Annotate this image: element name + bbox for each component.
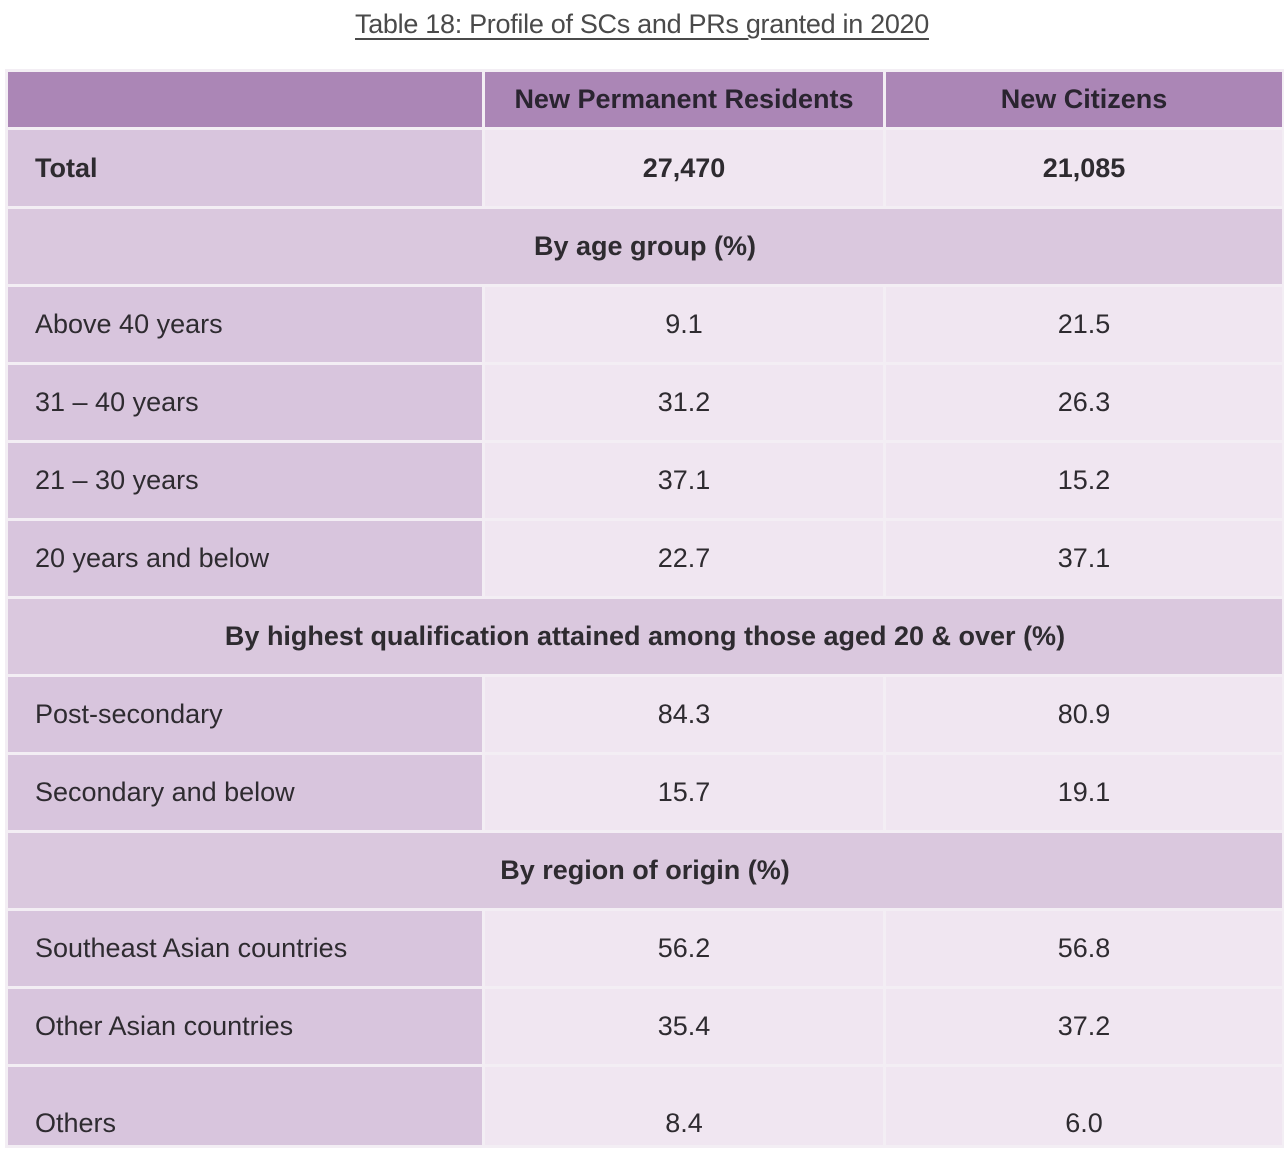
row-label: Total [5, 127, 485, 209]
sc-value: 37.2 [883, 986, 1284, 1067]
sc-value: 21.5 [883, 284, 1284, 365]
section-heading-row: By highest qualification attained among … [5, 596, 1284, 677]
row-label: 20 years and below [5, 518, 485, 599]
table-row: 21 – 30 years 37.1 15.2 [5, 440, 1284, 521]
row-label: Others [5, 1064, 485, 1148]
table-row: 20 years and below 22.7 37.1 [5, 518, 1284, 599]
header-new-citizens: New Citizens [883, 69, 1284, 130]
pr-value: 9.1 [482, 284, 886, 365]
pr-value: 56.2 [482, 908, 886, 989]
sc-value: 15.2 [883, 440, 1284, 521]
row-label: Southeast Asian countries [5, 908, 485, 989]
table-row: Post-secondary 84.3 80.9 [5, 674, 1284, 755]
row-label: 21 – 30 years [5, 440, 485, 521]
total-row: Total 27,470 21,085 [5, 127, 1284, 209]
table-header-row: New Permanent Residents New Citizens [5, 69, 1284, 130]
section-heading-row: By age group (%) [5, 206, 1284, 287]
section-heading-row: By region of origin (%) [5, 830, 1284, 911]
sc-value: 6.0 [883, 1064, 1284, 1148]
pr-value: 84.3 [482, 674, 886, 755]
pr-value: 37.1 [482, 440, 886, 521]
table-row: Others 8.4 6.0 [5, 1064, 1284, 1148]
pr-value: 35.4 [482, 986, 886, 1067]
row-label: Secondary and below [5, 752, 485, 833]
sc-value: 26.3 [883, 362, 1284, 443]
row-label: Post-secondary [5, 674, 485, 755]
table-row: Other Asian countries 35.4 37.2 [5, 986, 1284, 1067]
pr-value: 31.2 [482, 362, 886, 443]
pr-value: 15.7 [482, 752, 886, 833]
sc-value: 80.9 [883, 674, 1284, 755]
table-row: Secondary and below 15.7 19.1 [5, 752, 1284, 833]
row-label: 31 – 40 years [5, 362, 485, 443]
row-label: Above 40 years [5, 284, 485, 365]
table-row: Above 40 years 9.1 21.5 [5, 284, 1284, 365]
section-heading: By highest qualification attained among … [5, 596, 1284, 677]
row-label: Other Asian countries [5, 986, 485, 1067]
section-heading: By age group (%) [5, 206, 1284, 287]
pr-value: 8.4 [482, 1064, 886, 1148]
section-heading: By region of origin (%) [5, 830, 1284, 911]
sc-value: 19.1 [883, 752, 1284, 833]
table-row: Southeast Asian countries 56.2 56.8 [5, 908, 1284, 989]
table-row: 31 – 40 years 31.2 26.3 [5, 362, 1284, 443]
header-new-permanent-residents: New Permanent Residents [482, 69, 886, 130]
sc-value: 21,085 [883, 127, 1284, 209]
sc-value: 56.8 [883, 908, 1284, 989]
pr-value: 27,470 [482, 127, 886, 209]
pr-value: 22.7 [482, 518, 886, 599]
sc-value: 37.1 [883, 518, 1284, 599]
table-title: Table 18: Profile of SCs and PRs granted… [355, 9, 929, 39]
header-blank-cell [5, 69, 485, 130]
profile-table: New Permanent Residents New Citizens Tot… [5, 69, 1284, 1148]
